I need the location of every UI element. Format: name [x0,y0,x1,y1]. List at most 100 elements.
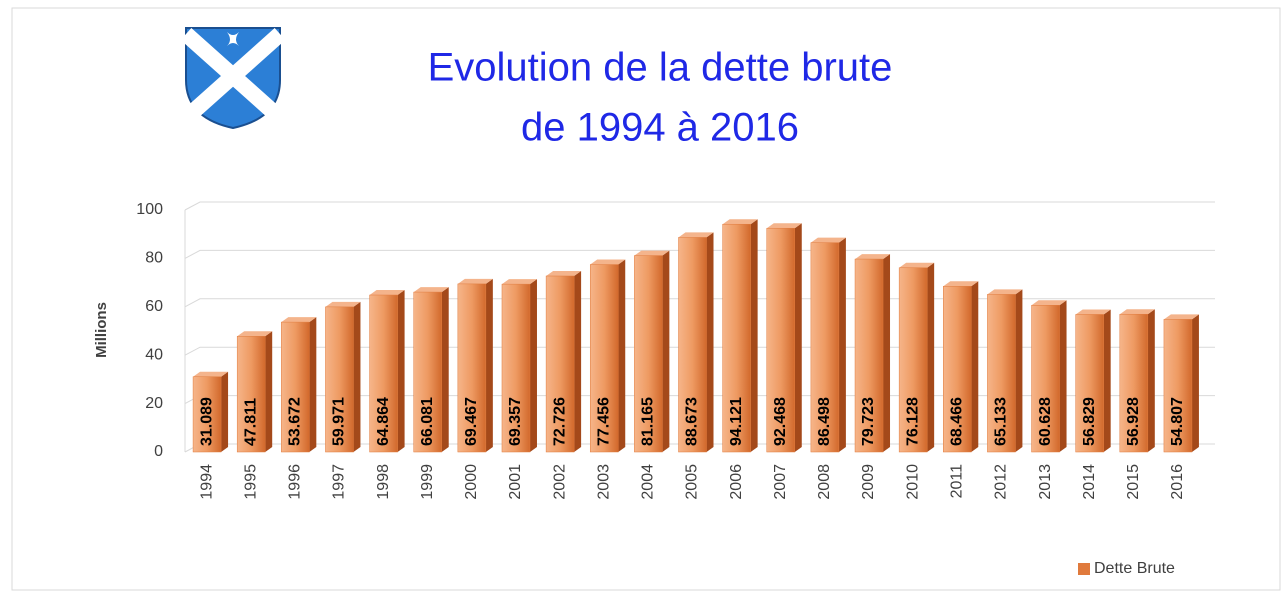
bar-top [1119,309,1155,315]
bar-front [457,283,487,453]
bar-side [574,271,582,452]
data-label: 79.723 [860,397,877,446]
bar-front [766,227,796,453]
legend-label: Dette Brute [1094,560,1175,577]
bar-front [854,258,884,453]
chart-title: Evolution de la dette brute [428,46,893,90]
bar-front [369,294,398,453]
x-tick-label: 1996 [287,464,304,500]
x-tick-label: 2007 [772,464,789,500]
bar-top [457,278,493,284]
bar-front [589,264,619,453]
data-label: 86.498 [816,397,833,446]
bar-top [943,281,979,287]
bar [281,317,317,453]
bar-side [1147,309,1155,452]
bar-top [855,254,891,260]
bar [236,331,273,453]
x-tick-label: 1998 [375,464,392,500]
y-tick-label: 80 [145,250,163,267]
bar [1031,300,1067,453]
data-label: 66.081 [419,397,436,446]
bar-side [353,301,361,452]
data-label: 56.928 [1125,397,1142,446]
data-label: 54.807 [1169,397,1186,446]
bar-top [237,331,273,337]
y-tick-label: 0 [154,443,163,460]
bar-side [265,331,273,452]
bar-top [325,301,361,307]
bar-front [545,275,575,453]
bar-top [899,262,935,268]
bar-top [501,279,537,285]
bar [1119,309,1155,453]
bar [854,254,891,453]
data-label: 77.456 [595,397,612,446]
bar-side [662,250,670,452]
bar-top [590,259,626,265]
bar-front [987,294,1016,453]
bar-front [678,237,707,453]
data-label: 65.133 [993,397,1010,446]
x-tick-label: 2003 [595,464,612,500]
bar-side [441,287,449,452]
data-label: 94.121 [728,397,745,446]
bar-front [1075,314,1104,453]
x-tick-label: 2004 [640,464,657,500]
bar [589,259,626,453]
bar [545,271,582,453]
x-tick-label: 2009 [860,464,877,500]
bar-side [529,279,537,452]
bar [898,262,935,453]
data-label: 69.467 [463,397,480,446]
bar-side [1103,309,1111,452]
x-tick-label: 2006 [728,464,745,500]
grid-line [184,201,1215,211]
data-label: 72.726 [551,397,568,446]
x-tick-label: 1995 [242,464,259,500]
bar [987,289,1023,453]
bar-side [221,371,229,452]
bar-side [883,254,891,452]
bar [413,287,449,453]
x-tick-label: 1999 [419,464,436,500]
bar-front [281,321,310,453]
bar-front [192,376,222,453]
coat-of-arms [180,27,286,130]
data-label: 56.829 [1081,397,1098,446]
data-label: 60.628 [1037,397,1054,446]
y-tick-label: 20 [145,395,163,412]
x-tick-label: 2005 [684,464,701,500]
bar-side [706,232,714,452]
x-tick-label: 1994 [198,464,215,500]
x-tick-label: 2001 [507,464,524,500]
bar [943,281,979,453]
bar-top [722,219,758,225]
bar-top [546,271,582,277]
bar-side [1059,300,1067,452]
x-tick-label: 2016 [1169,464,1186,500]
data-label: 53.672 [287,397,304,446]
chart-frame [11,7,1281,591]
data-label: 68.466 [949,397,966,446]
bar-front [236,336,266,453]
bar-front [1119,313,1149,453]
bar [634,250,670,453]
x-tick-label: 2002 [551,464,568,500]
bar-front [1031,305,1060,453]
bar-top [413,287,449,293]
bar [501,279,537,453]
bar [457,278,493,453]
bar-front [413,291,442,453]
data-label: 76.128 [904,397,921,446]
bar-top [634,250,670,256]
bar-side [309,317,317,452]
bar-front [501,283,531,453]
bar-front [722,223,751,453]
y-tick-label: 100 [136,201,163,218]
data-label: 92.468 [772,397,789,446]
bar [766,223,802,453]
x-tick-label: 2012 [993,464,1010,500]
bar [678,232,714,453]
